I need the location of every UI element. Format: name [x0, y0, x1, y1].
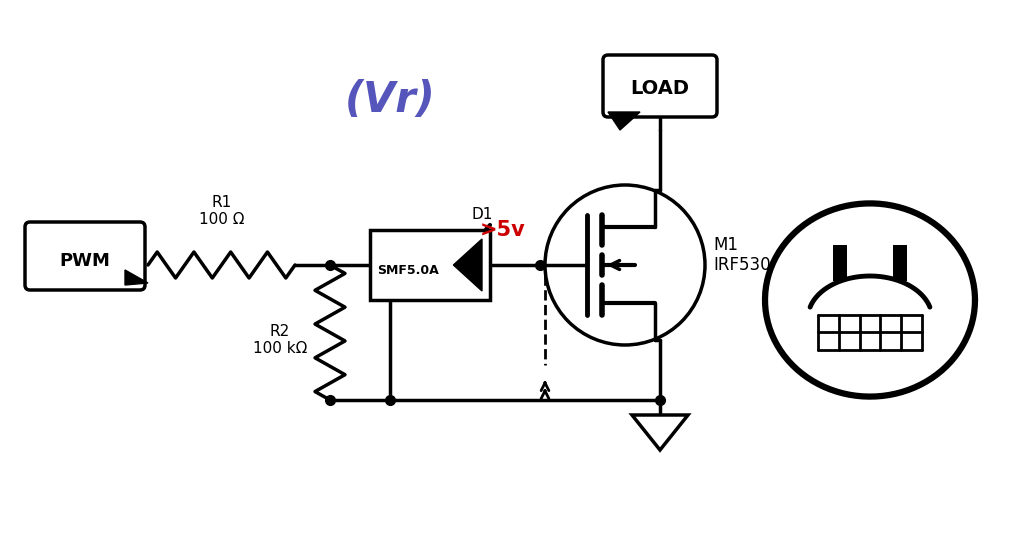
FancyBboxPatch shape: [370, 230, 490, 300]
FancyBboxPatch shape: [833, 245, 847, 281]
FancyBboxPatch shape: [893, 245, 907, 281]
Text: SMF5.0A: SMF5.0A: [377, 263, 439, 276]
Text: LOAD: LOAD: [631, 79, 689, 98]
Text: (Vr): (Vr): [345, 79, 435, 121]
Text: D1: D1: [471, 207, 493, 222]
Polygon shape: [454, 239, 482, 291]
FancyBboxPatch shape: [603, 55, 717, 117]
Text: >5v: >5v: [479, 220, 525, 240]
Polygon shape: [632, 415, 688, 450]
Text: R1
100 Ω: R1 100 Ω: [200, 194, 245, 227]
Text: PWM: PWM: [59, 252, 111, 270]
Polygon shape: [608, 112, 640, 130]
Text: R2
100 kΩ: R2 100 kΩ: [253, 324, 307, 356]
Text: M1
IRF530: M1 IRF530: [713, 236, 771, 274]
FancyBboxPatch shape: [25, 222, 145, 290]
Polygon shape: [125, 270, 148, 285]
